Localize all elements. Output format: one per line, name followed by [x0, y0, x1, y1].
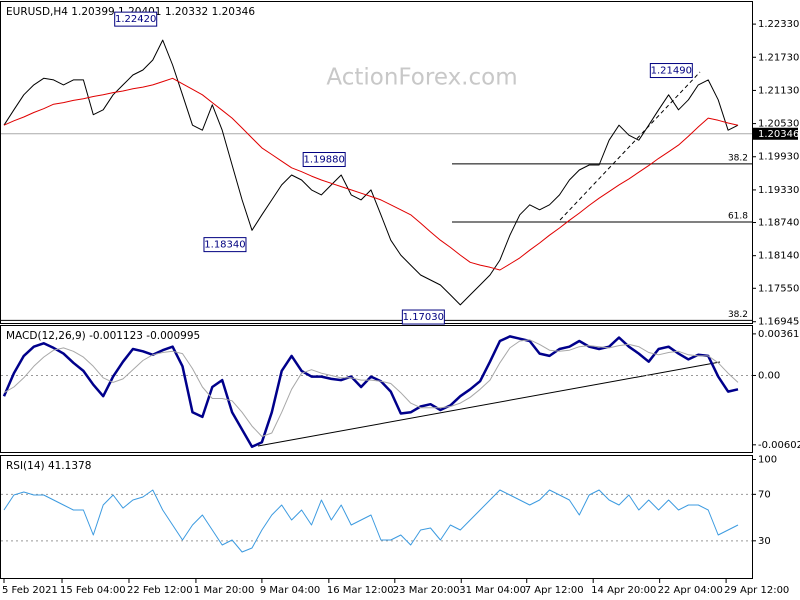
x-tick-label: 14 Apr 20:00 — [591, 585, 656, 596]
series-line — [3, 77, 739, 271]
macd-trendline — [257, 361, 721, 447]
y-tick-label: 1.16945 — [758, 317, 799, 328]
watermark: ActionForex.com — [326, 65, 517, 91]
y-tick-label: 0.003615 — [758, 329, 800, 340]
current-price-box — [752, 127, 798, 140]
x-tick-label: 16 Mar 12:00 — [327, 585, 394, 596]
price-panel — [0, 1, 753, 324]
annotation-box — [302, 152, 346, 168]
rsi-panel — [0, 455, 753, 579]
y-tick-label: 30 — [758, 536, 771, 547]
series-line — [3, 339, 739, 437]
x-tick-label: 22 Feb 12:00 — [127, 585, 193, 596]
y-tick-label: 1.18140 — [758, 251, 799, 262]
annotation-box — [649, 63, 693, 79]
y-tick-label: 1.21730 — [758, 52, 799, 63]
x-tick-label: 15 Feb 04:00 — [60, 585, 126, 596]
annotation-label: 1.19880 — [303, 155, 344, 166]
annotation-label: 1.21490 — [651, 66, 692, 77]
series-line — [3, 489, 739, 553]
y-tick-label: 1.22330 — [758, 19, 799, 30]
y-tick-label: 0.00 — [758, 370, 780, 381]
y-tick-label: 1.20530 — [758, 119, 799, 130]
series-line — [2, 335, 739, 449]
y-tick-label: -0.006026 — [758, 440, 800, 451]
panel-title: RSI(14) 41.1378 — [6, 460, 91, 472]
x-tick-label: 1 Mar 20:00 — [194, 585, 254, 596]
x-tick-label: 29 Apr 12:00 — [724, 585, 789, 596]
y-tick-label: 1.19330 — [758, 185, 799, 196]
y-tick-label: 1.19930 — [758, 152, 799, 163]
series-line — [3, 39, 739, 306]
macd-panel — [0, 325, 753, 453]
current-price-label: 1.20346 — [758, 129, 799, 140]
y-tick-label: 1.21130 — [758, 85, 799, 96]
x-tick-label: 23 Mar 20:00 — [393, 585, 460, 596]
annotation-label: 1.18340 — [204, 240, 245, 251]
annotation-box — [114, 11, 158, 27]
annotation-label: 1.22420 — [115, 14, 156, 25]
y-tick-label: 1.17550 — [758, 283, 799, 294]
annotation-label: 1.17030 — [403, 312, 444, 323]
y-tick-label: 100 — [758, 454, 777, 465]
annotation-box — [203, 237, 247, 253]
x-tick-label: 31 Mar 04:00 — [459, 585, 526, 596]
x-tick-label: 7 Apr 12:00 — [525, 585, 584, 596]
panel-title: MACD(12,26,9) -0.001123 -0.000995 — [6, 330, 200, 342]
x-tick-label: 22 Apr 04:00 — [658, 585, 723, 596]
price-trendline — [559, 71, 701, 221]
fib-label: 38.2 — [728, 153, 748, 163]
fib-label: 38.2 — [728, 310, 748, 320]
y-tick-label: 70 — [758, 489, 771, 500]
fib-label: 61.8 — [728, 211, 748, 221]
x-tick-label: 9 Mar 04:00 — [260, 585, 320, 596]
annotation-box — [401, 309, 445, 325]
x-tick-label: 5 Feb 2021 — [2, 585, 58, 596]
y-tick-label: 1.18740 — [758, 218, 799, 229]
